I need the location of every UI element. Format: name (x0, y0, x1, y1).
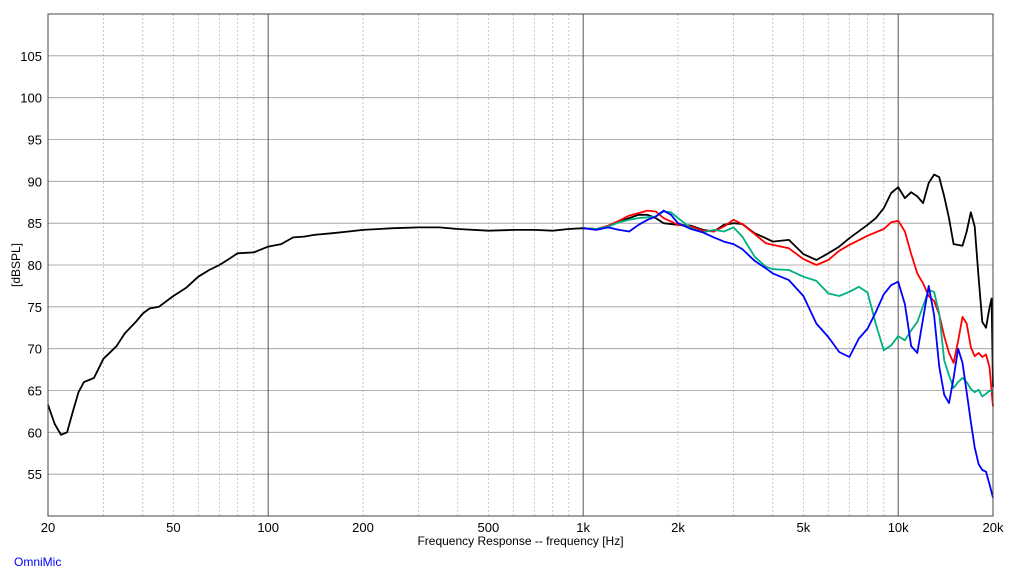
y-tick-label: 95 (28, 133, 42, 148)
series-line-1 (47, 173, 994, 436)
brand-label: OmniMic (14, 555, 62, 569)
x-tick-label: 100 (257, 520, 279, 535)
series-line-4 (583, 209, 994, 498)
y-tick-label: 85 (28, 216, 42, 231)
y-tick-label: 80 (28, 258, 42, 273)
x-tick-label: 1k (576, 520, 590, 535)
y-tick-label: 55 (28, 467, 42, 482)
x-tick-labels: 20 50 100 200 500 1k 2k 5k 10k 20k (41, 520, 1004, 535)
x-tick-label: 2k (671, 520, 685, 535)
y-tick-label: 105 (20, 49, 42, 64)
y-axis-label: [dBSPL] (9, 243, 23, 287)
x-tick-label: 20 (41, 520, 55, 535)
major-gridlines (267, 14, 899, 516)
x-tick-label: 500 (477, 520, 499, 535)
plot-frame (47, 13, 994, 517)
y-tick-labels: 55 60 65 70 75 80 85 90 95 100 105 (20, 49, 42, 482)
y-tick-label: 90 (28, 174, 42, 189)
y-tick-label: 60 (28, 425, 42, 440)
x-axis-label: Frequency Response -- frequency [Hz] (417, 534, 623, 548)
x-tick-label: 20k (983, 520, 1004, 535)
series-lines (47, 173, 994, 498)
y-tick-label: 70 (28, 342, 42, 357)
x-tick-label: 200 (352, 520, 374, 535)
x-tick-label: 50 (166, 520, 180, 535)
x-tick-label: 10k (888, 520, 909, 535)
y-tick-label: 75 (28, 300, 42, 315)
x-tick-label: 5k (796, 520, 810, 535)
minor-gridlines (47, 14, 994, 516)
y-tick-label: 65 (28, 384, 42, 399)
series-line-2 (583, 209, 994, 407)
y-tick-label: 100 (20, 91, 42, 106)
